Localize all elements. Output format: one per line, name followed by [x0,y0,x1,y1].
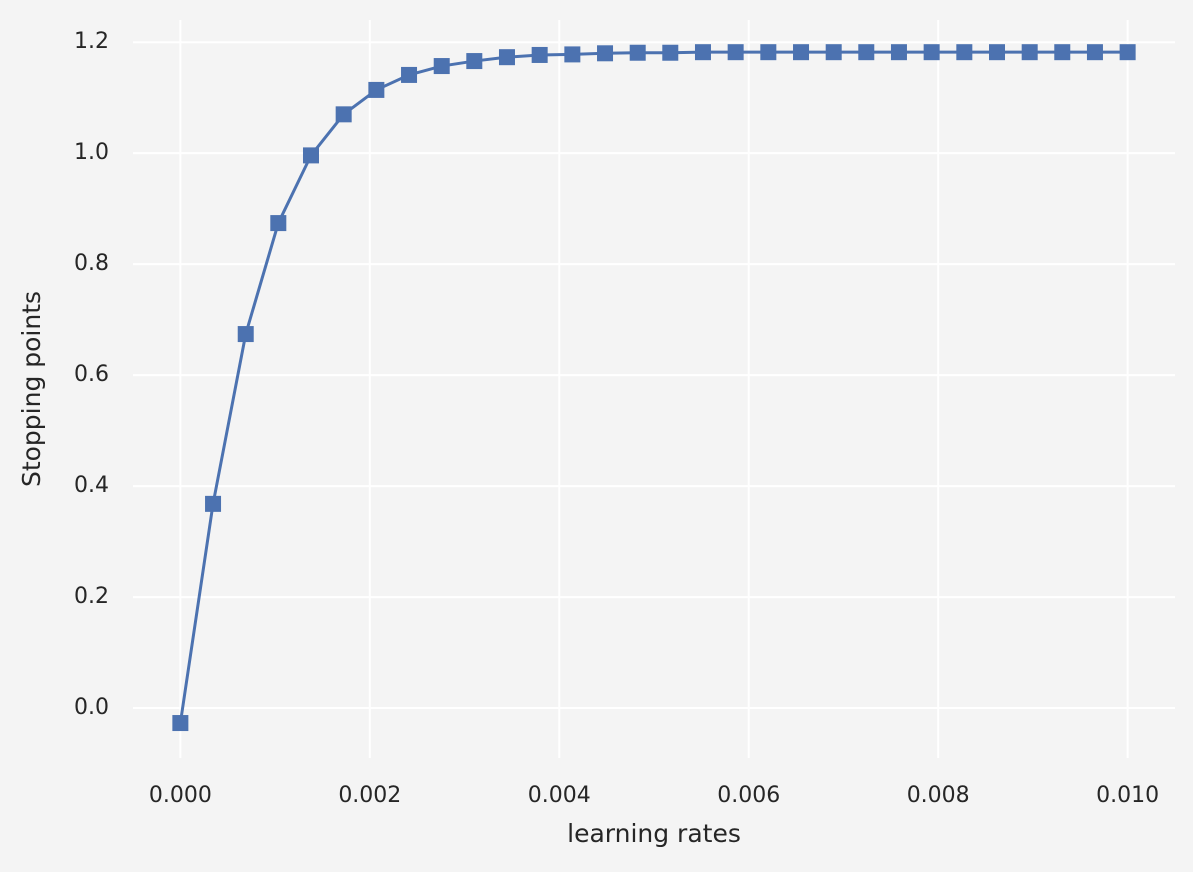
marker [564,46,581,63]
marker [433,58,450,75]
marker [858,44,875,61]
x-tick-label: 0.004 [528,783,591,808]
marker [1054,44,1071,61]
marker [172,715,189,732]
marker [368,81,385,98]
marks [172,44,1136,732]
x-tick-label: 0.002 [338,783,401,808]
y-tick-label: 0.2 [74,584,109,609]
x-tick-label: 0.006 [717,783,780,808]
marker [825,44,842,61]
marker [531,46,548,63]
marker [694,44,711,61]
y-tick-label: 0.0 [74,695,109,720]
marker [793,44,810,61]
y-tick-label: 0.4 [74,473,109,498]
marker [237,326,254,343]
x-tick-label: 0.000 [149,783,212,808]
marker [466,53,483,70]
x-tick-label: 0.010 [1096,783,1159,808]
y-tick-label: 0.6 [74,362,109,387]
marker [727,44,744,61]
marker [989,44,1006,61]
marker [760,44,777,61]
marker [597,45,614,62]
marker [302,147,319,164]
plot-area [133,20,1175,758]
x-axis-label: learning rates [567,819,741,848]
y-axis-label: Stopping points [17,291,46,487]
marker [662,44,679,61]
marker [498,49,515,66]
marker [890,44,907,61]
marker [923,44,940,61]
marker [1086,44,1103,61]
marker [956,44,973,61]
y-tick-label: 0.8 [74,251,109,276]
marker [205,495,222,512]
y-tick-label: 1.0 [74,140,109,165]
marker [335,106,352,123]
marker [270,215,287,232]
marker [629,44,646,61]
marker [401,66,418,83]
marker [1021,44,1038,61]
x-tick-label: 0.008 [907,783,970,808]
y-tick-label: 1.2 [74,29,109,54]
marker [1119,44,1136,61]
